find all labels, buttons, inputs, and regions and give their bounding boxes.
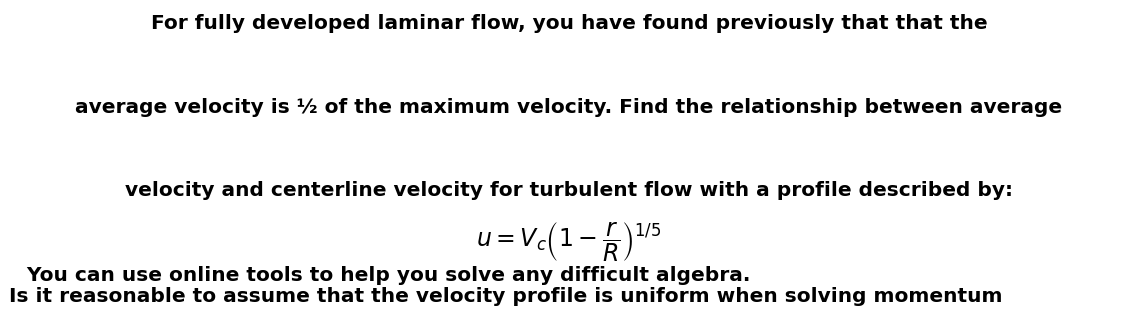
Text: Is it reasonable to assume that the velocity profile is uniform when solving mom: Is it reasonable to assume that the velo…	[9, 287, 1003, 306]
Text: average velocity is ½ of the maximum velocity. Find the relationship between ave: average velocity is ½ of the maximum vel…	[75, 98, 1063, 117]
Text: For fully developed laminar flow, you have found previously that that the: For fully developed laminar flow, you ha…	[150, 14, 988, 33]
Text: $u = V_c\left(1 - \dfrac{r}{R}\right)^{1/5}$: $u = V_c\left(1 - \dfrac{r}{R}\right)^{1…	[477, 220, 661, 264]
Text: You can use online tools to help you solve any difficult algebra.: You can use online tools to help you sol…	[20, 266, 751, 285]
Text: velocity and centerline velocity for turbulent flow with a profile described by:: velocity and centerline velocity for tur…	[125, 181, 1013, 200]
